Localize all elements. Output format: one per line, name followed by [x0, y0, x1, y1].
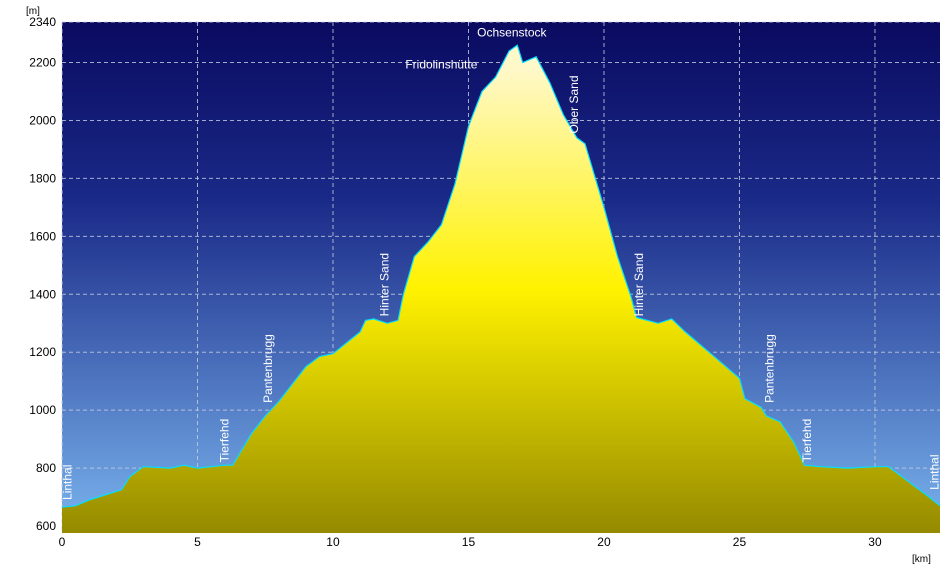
x-tick-label: 25 [733, 535, 747, 549]
annotation: Linthal [60, 465, 74, 500]
x-tick-label: 5 [194, 535, 201, 549]
annotation: Hinter Sand [632, 253, 646, 316]
annotation: Tierfehd [218, 419, 232, 463]
x-tick-label: 0 [59, 535, 66, 549]
y-tick-label: 1000 [29, 403, 56, 417]
x-tick-label: 15 [462, 535, 476, 549]
annotation: Pantenbrugg [261, 334, 275, 403]
profile-line [61, 44, 941, 508]
x-unit: [km] [912, 554, 931, 565]
x-tick-label: 10 [326, 535, 340, 549]
annotation: Linthal [928, 454, 942, 489]
annotation: Tierfehd [800, 419, 814, 463]
annotation: Hinter Sand [377, 253, 391, 316]
x-tick-label: 30 [868, 535, 882, 549]
x-tick-label: 20 [597, 535, 611, 549]
annotation: Fridolinshütte [405, 57, 477, 71]
annotation: Pantenbrugg [762, 334, 776, 403]
y-tick-label: 600 [36, 519, 56, 533]
y-tick-label: 2200 [29, 56, 56, 70]
y-tick-label: 2000 [29, 113, 56, 127]
y-tick-label: 1600 [29, 229, 56, 243]
y-tick-label: 1400 [29, 287, 56, 301]
y-unit: [m] [26, 6, 40, 17]
y-tick-label: 1800 [29, 171, 56, 185]
area [62, 45, 940, 533]
y-tick-label: 2340 [29, 15, 56, 29]
y-tick-label: 1200 [29, 345, 56, 359]
y-tick-label: 800 [36, 461, 56, 475]
annotation: Ober Sand [567, 75, 581, 133]
annotation: Ochsenstock [477, 25, 547, 39]
